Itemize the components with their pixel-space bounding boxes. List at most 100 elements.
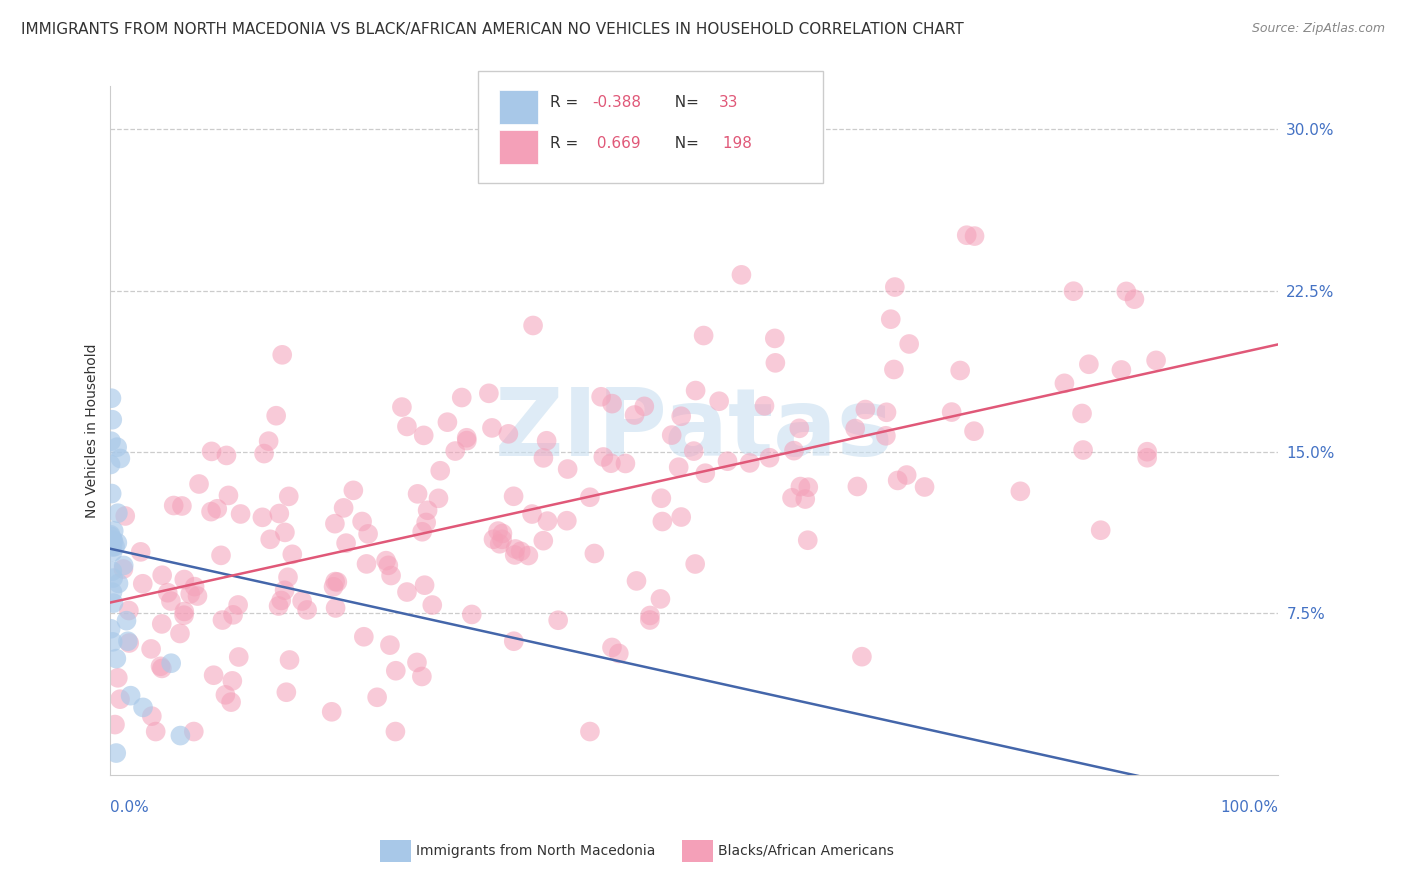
Point — [139, 642, 162, 657]
Point — [160, 594, 183, 608]
Point — [291, 594, 314, 608]
Point — [651, 515, 673, 529]
Point — [789, 479, 811, 493]
Point — [456, 431, 478, 445]
Point — [132, 576, 155, 591]
Point — [179, 587, 201, 601]
Point — [682, 444, 704, 458]
Point — [1071, 407, 1094, 421]
Point — [103, 534, 125, 549]
Point — [229, 507, 252, 521]
Point — [378, 638, 401, 652]
Point — [883, 280, 905, 294]
Point — [668, 460, 690, 475]
Point — [150, 568, 173, 582]
Point — [416, 503, 439, 517]
Point — [886, 474, 908, 488]
Point — [395, 585, 418, 599]
Text: 100.0%: 100.0% — [1220, 799, 1278, 814]
Point — [214, 688, 236, 702]
Point — [853, 402, 876, 417]
Point — [1136, 444, 1159, 458]
Text: R =: R = — [550, 95, 583, 111]
Point — [547, 613, 569, 627]
Point — [384, 724, 406, 739]
Point — [789, 421, 811, 435]
Text: 0.669: 0.669 — [592, 136, 641, 151]
Point — [406, 487, 429, 501]
Point — [963, 424, 986, 438]
Point — [461, 607, 484, 622]
Point — [444, 444, 467, 458]
Point — [202, 668, 225, 682]
Point — [322, 580, 344, 594]
Point — [1144, 353, 1167, 368]
Point — [156, 585, 179, 599]
Point — [375, 554, 398, 568]
Point — [411, 669, 433, 683]
Y-axis label: No Vehicles in Household: No Vehicles in Household — [86, 343, 100, 517]
Point — [875, 429, 897, 443]
Point — [120, 689, 142, 703]
Point — [1111, 363, 1133, 377]
Point — [623, 408, 645, 422]
Point — [267, 599, 290, 613]
Point — [1053, 376, 1076, 391]
Text: N=: N= — [665, 95, 709, 111]
Point — [411, 524, 433, 539]
Point — [226, 598, 249, 612]
Point — [531, 450, 554, 465]
Point — [141, 709, 163, 723]
Point — [876, 405, 898, 419]
Point — [557, 462, 579, 476]
Point — [638, 608, 661, 623]
Point — [145, 724, 167, 739]
Point — [253, 447, 276, 461]
Point — [406, 656, 429, 670]
Point — [503, 548, 526, 562]
Point — [101, 533, 124, 547]
Point — [132, 700, 155, 714]
Point — [215, 449, 238, 463]
Point — [851, 649, 873, 664]
Point — [491, 526, 513, 541]
Point — [100, 486, 122, 500]
Point — [107, 506, 129, 520]
Point — [481, 421, 503, 435]
Point — [105, 651, 128, 665]
Point — [323, 574, 346, 589]
Point — [600, 396, 623, 410]
Point — [186, 589, 208, 603]
Point — [650, 591, 672, 606]
Point — [683, 557, 706, 571]
Point — [209, 549, 232, 563]
Point — [685, 384, 707, 398]
Point — [591, 390, 613, 404]
Point — [695, 466, 717, 480]
Point — [491, 533, 513, 547]
Point — [1071, 443, 1094, 458]
Point — [321, 705, 343, 719]
Point — [342, 483, 364, 498]
Point — [188, 477, 211, 491]
Point — [264, 409, 287, 423]
Point — [100, 391, 122, 405]
Point — [222, 607, 245, 622]
Point — [880, 312, 903, 326]
Point — [536, 514, 558, 528]
Point — [357, 527, 380, 541]
Point — [356, 557, 378, 571]
Point — [883, 362, 905, 376]
Point — [183, 580, 205, 594]
Point — [429, 464, 451, 478]
Point — [730, 268, 752, 282]
Point — [335, 536, 357, 550]
Point — [273, 583, 295, 598]
Point — [366, 690, 388, 705]
Point — [169, 729, 191, 743]
Point — [221, 673, 243, 688]
Point — [436, 415, 458, 429]
Point — [797, 533, 820, 548]
Point — [391, 400, 413, 414]
Text: R =: R = — [550, 136, 583, 151]
